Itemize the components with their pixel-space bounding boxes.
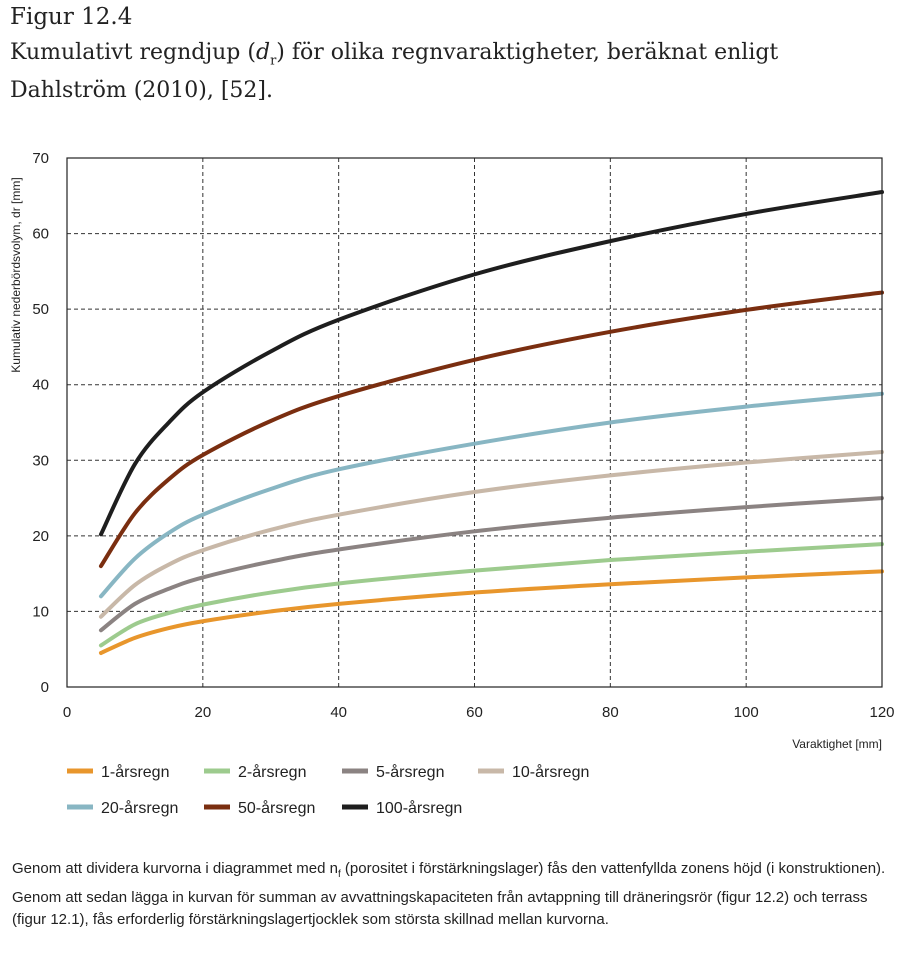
legend-label: 10-årsregn (512, 763, 589, 781)
y-tick-labels: 0 10 20 30 40 50 60 70 (32, 150, 49, 696)
y-tick-label: 50 (32, 301, 49, 318)
title-variable: d (255, 40, 271, 65)
series-line (98, 190, 884, 537)
series-line (98, 542, 884, 648)
legend-label: 100-årsregn (376, 799, 462, 817)
line-chart: 0 20 40 60 80 100 120 0 10 20 30 40 50 60 70 Varaktig… (9, 150, 895, 817)
y-tick-label: 10 (32, 603, 49, 620)
caption-part1: Genom att dividera kurvorna i diagrammet… (12, 860, 338, 877)
series-line (98, 391, 884, 599)
legend-label: 20-årsregn (101, 799, 178, 817)
title-start: Kumulativt regndjup ( (10, 40, 256, 65)
plot-frame (66, 157, 883, 688)
legend-label: 50-årsregn (238, 799, 315, 817)
series-lines (98, 190, 884, 655)
y-tick-label: 20 (32, 528, 49, 545)
x-tick-label: 60 (466, 704, 483, 721)
title-end: ) för olika regnvaraktigheter, beräknat … (10, 40, 779, 104)
figure-caption: Genom att dividera kurvorna i diagrammet… (12, 858, 892, 932)
caption-part2: (porositet i förstärkningslager) fås den… (12, 860, 886, 928)
figure-title: Kumulativt regndjup (dr) för olika regnv… (10, 38, 890, 106)
y-tick-label: 0 (41, 679, 49, 696)
x-tick-label: 40 (330, 704, 347, 721)
series-line (98, 290, 884, 569)
x-tick-label: 0 (63, 704, 71, 721)
series-line (98, 569, 884, 655)
series-line (98, 496, 884, 633)
x-axis-title: Varaktighet [mm] (792, 737, 882, 751)
caption-subscript: f (337, 869, 341, 880)
legend-label: 1-årsregn (101, 763, 169, 781)
x-tick-label: 120 (869, 704, 894, 721)
series-line (98, 449, 884, 619)
y-tick-label: 70 (32, 150, 49, 167)
legend-label: 2-årsregn (238, 763, 306, 781)
x-tick-label: 20 (194, 704, 211, 721)
y-tick-label: 40 (32, 377, 49, 394)
legend-label: 5-årsregn (376, 763, 444, 781)
y-axis-title: Kumulativ nederbördsvolym, dr [mm] (9, 177, 23, 372)
x-tick-label: 100 (734, 704, 759, 721)
y-tick-label: 60 (32, 226, 49, 243)
y-tick-label: 30 (32, 452, 49, 469)
title-variable-subscript: r (270, 53, 277, 69)
figure-label: Figur 12.4 (10, 4, 133, 30)
x-tick-label: 80 (602, 704, 619, 721)
legend: 1-årsregn 2-årsregn 5-årsregn 10-årsregn 20-… (67, 763, 589, 817)
x-tick-labels: 0 20 40 60 80 100 120 (63, 704, 895, 721)
